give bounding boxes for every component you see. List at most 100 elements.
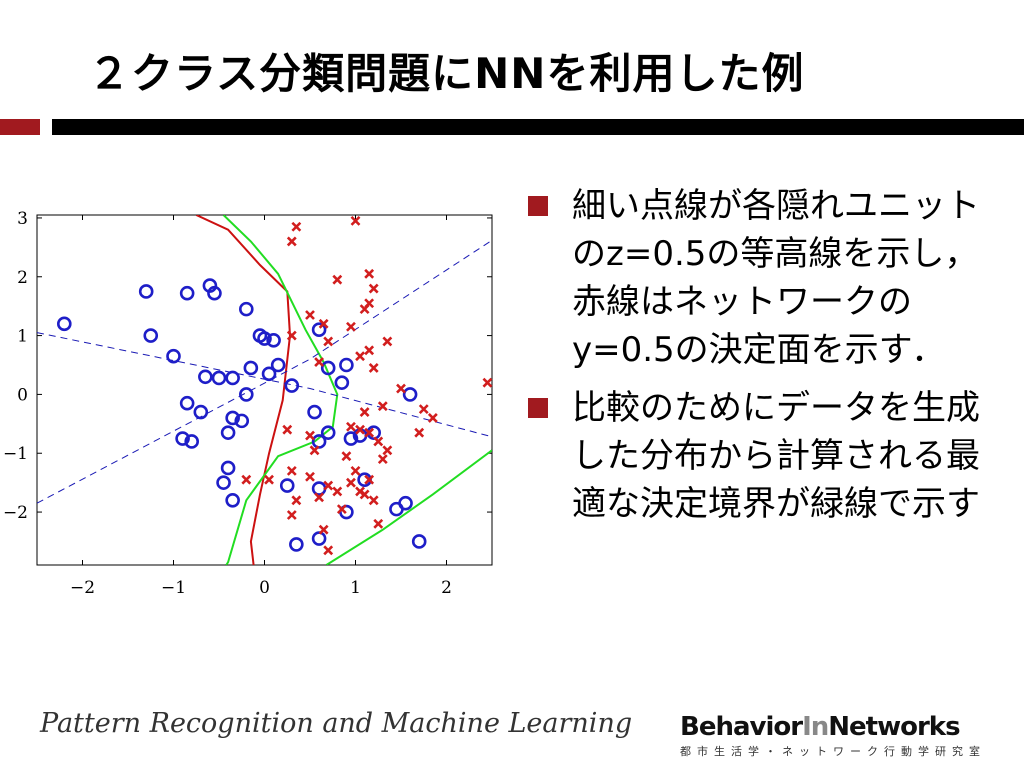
class-b-point — [241, 474, 252, 485]
scatter-plot: −2 −1 0 1 2 3 2 1 0 −1 −2 — [3, 209, 493, 598]
plot-frame — [36, 214, 493, 566]
square-bullet-icon — [528, 398, 548, 418]
class-a-point — [289, 537, 304, 552]
class-a-point — [334, 375, 350, 390]
hidden_unit-line — [37, 332, 492, 438]
x-tick-label: 2 — [441, 578, 452, 598]
class-b-point — [396, 383, 406, 394]
class-a-point — [220, 460, 236, 476]
class-b-point — [286, 330, 297, 341]
bullet-item: 比較のためにデータを生成した分布から計算される最適な決定境界が緑線で示す — [524, 384, 1004, 528]
class-b-point — [314, 492, 325, 503]
y-tick-label: −2 — [3, 503, 28, 523]
x-tick-label: −2 — [70, 578, 95, 598]
class-a-point — [411, 534, 427, 549]
class-b-point — [382, 336, 393, 347]
class-a-point — [343, 431, 359, 446]
class-a-point — [311, 531, 327, 546]
class-a-point — [320, 425, 336, 440]
logo-part3: Networks — [828, 712, 960, 742]
y-tick-label: 3 — [17, 209, 28, 229]
class-a-point — [225, 370, 240, 386]
class-b-point — [309, 445, 320, 456]
lab-logo: BehaviorInNetworks 都市生活学・ネットワーク行動学研究室 — [680, 713, 1010, 758]
course-title: Pattern Recognition and Machine Learning — [40, 708, 633, 739]
x-tick-label: −1 — [161, 578, 186, 598]
class-b-point — [332, 274, 343, 285]
class-b-point — [318, 318, 329, 329]
class-b-point — [286, 465, 297, 476]
class-a-point — [311, 481, 327, 496]
class-b-point — [346, 321, 356, 332]
hidden_unit-line — [37, 239, 492, 504]
class-a-point — [239, 301, 254, 317]
class-a-point — [266, 332, 281, 348]
class-b-point — [286, 236, 297, 247]
class-a-point — [220, 425, 236, 440]
bullet-text: 比較のためにデータを生成した分布から計算される最適な決定境界が緑線で示す — [572, 388, 980, 524]
class-a-point — [261, 366, 277, 382]
class-a-point — [234, 413, 250, 429]
class-a-point — [211, 370, 227, 386]
class-a-point — [257, 331, 272, 346]
class-a-point — [225, 410, 240, 426]
class-a-point — [216, 475, 231, 490]
y-tick-label: 1 — [17, 327, 28, 347]
class-a-point — [239, 387, 254, 402]
class-b-point — [323, 545, 334, 556]
nn_boundary-line — [195, 215, 292, 565]
class-b-point — [350, 465, 361, 476]
bullet-item: 細い点線が各隠れユニットのz=0.5の等高線を示し，赤線はネットワークのy=0.… — [524, 182, 1004, 374]
class-a-point — [175, 431, 190, 446]
logo-subtitle: 都市生活学・ネットワーク行動学研究室 — [680, 745, 986, 758]
class-a-point — [402, 387, 418, 402]
class-b-point — [368, 363, 379, 373]
class-b-point — [414, 427, 425, 438]
square-bullet-icon — [528, 196, 548, 216]
class-b-point — [346, 421, 356, 432]
class-b-point — [264, 474, 274, 485]
class-b-point — [373, 518, 384, 529]
class-b-point — [318, 524, 329, 535]
class-b-point — [427, 413, 438, 423]
class-b-point — [350, 215, 361, 226]
class-b-point — [286, 510, 297, 520]
class-b-point — [332, 486, 343, 497]
class-b-point — [364, 268, 375, 279]
class-a-point — [243, 360, 259, 376]
class-a-point — [270, 357, 286, 373]
class-a-point — [193, 404, 209, 420]
logo-part2: In — [802, 712, 829, 742]
class-a-point — [138, 284, 154, 299]
class-a-point — [284, 378, 300, 393]
class-b-point — [359, 489, 370, 500]
title-divider-bar — [52, 119, 1024, 135]
class-b-point — [368, 495, 379, 506]
class-a-point — [339, 357, 354, 373]
class-b-point — [336, 504, 347, 515]
class-b-point — [305, 471, 315, 482]
title-accent-bar — [0, 119, 40, 135]
class-a-point — [179, 285, 195, 301]
class-a-point — [184, 434, 199, 449]
class-b-point — [291, 221, 302, 232]
optimal_boundary_right-line — [325, 449, 492, 565]
class-a-point — [179, 395, 195, 411]
bullet-list: 細い点線が各隠れユニットのz=0.5の等高線を示し，赤線はネットワークのy=0.… — [524, 182, 1004, 538]
y-tick-label: 0 — [17, 385, 28, 405]
class-b-point — [364, 345, 375, 356]
class-a-point — [143, 328, 159, 343]
class-a-point — [198, 369, 213, 385]
class-b-point — [364, 427, 375, 438]
class-b-point — [305, 430, 315, 441]
class-a-point — [225, 492, 240, 508]
y-tick-label: 2 — [17, 268, 28, 288]
y-tick-label: −1 — [3, 444, 28, 464]
class-b-point — [355, 424, 365, 435]
x-tick-label: 1 — [350, 578, 361, 598]
class-b-point — [364, 474, 375, 485]
class-a-point — [307, 404, 322, 420]
logo-part1: Behavior — [680, 712, 803, 742]
x-tick-label: 0 — [259, 578, 270, 598]
optimal_boundary-line — [222, 215, 339, 565]
